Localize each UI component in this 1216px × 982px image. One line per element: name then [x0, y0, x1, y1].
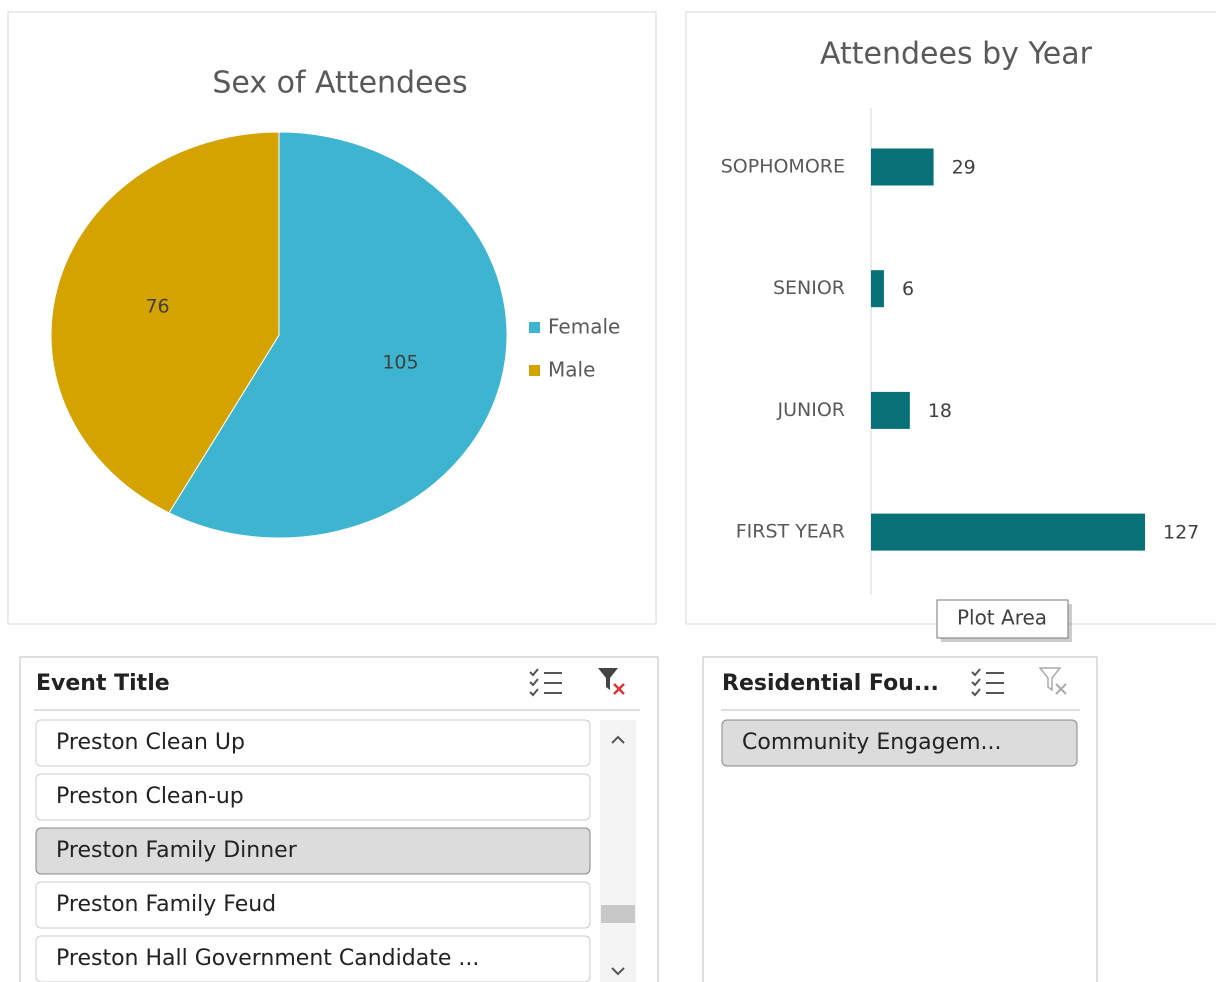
clear-filter-icon[interactable]	[1038, 667, 1067, 695]
slicer-item[interactable]	[35, 719, 591, 767]
slicer[interactable]: Residential Fou... Community Engagem...	[702, 656, 1098, 982]
bar	[871, 391, 910, 429]
data-label: 76	[145, 296, 169, 318]
scroll-down[interactable]	[611, 967, 625, 976]
slicer-item-label: Preston Hall Government Candidate ...	[56, 946, 479, 971]
slicer-title: Residential Fou...	[722, 671, 939, 696]
slicer-item-label: Preston Family Dinner	[56, 838, 298, 863]
data-label: 105	[382, 351, 418, 373]
bar	[871, 148, 934, 186]
scrollbar-thumb[interactable]	[601, 905, 635, 923]
slicer-item[interactable]	[35, 827, 591, 875]
data-label: 127	[1163, 522, 1199, 544]
data-label: 6	[902, 278, 914, 300]
slicer-item-label: Preston Clean-up	[56, 784, 244, 809]
category-label: FIRST YEAR	[736, 521, 845, 543]
slicer-item-label: Community Engagem...	[742, 730, 1002, 755]
scroll-up[interactable]	[611, 735, 625, 744]
slicer-item[interactable]	[35, 935, 591, 982]
clear-filter-icon[interactable]	[598, 668, 625, 695]
slicer-item[interactable]	[35, 881, 591, 929]
bar	[871, 270, 884, 308]
slicer-title: Event Title	[36, 671, 170, 696]
data-label: 18	[928, 400, 952, 422]
tooltip-box	[936, 599, 1069, 639]
pie-slice	[50, 131, 280, 514]
legend-label: Male	[548, 358, 595, 382]
slicer-frame	[702, 656, 1098, 982]
bar-title: Attendees by Year	[820, 37, 1093, 72]
category-label: SOPHOMORE	[721, 156, 845, 178]
multi-select-icon[interactable]	[971, 668, 1004, 697]
pie-title: Sex of Attendees	[212, 66, 467, 101]
slicer[interactable]: Event Title Preston Clean Up Preston Clean…	[19, 656, 659, 982]
category-label: SENIOR	[773, 277, 845, 299]
slicer-item[interactable]	[721, 719, 1078, 767]
legend-swatch	[529, 322, 540, 333]
legend-label: Female	[548, 315, 620, 339]
multi-select-icon[interactable]	[529, 668, 562, 697]
pie-slice	[168, 131, 508, 539]
tooltip-text: Plot Area	[957, 606, 1047, 630]
category-label: JUNIOR	[777, 399, 845, 421]
scrollbar-track	[600, 720, 636, 982]
slicer-item[interactable]	[35, 773, 591, 821]
legend-swatch	[529, 365, 540, 376]
bar	[871, 513, 1145, 551]
slicer-item-label: Preston Family Feud	[56, 892, 276, 917]
data-label: 29	[952, 157, 976, 179]
slicer-item-label: Preston Clean Up	[56, 730, 245, 755]
